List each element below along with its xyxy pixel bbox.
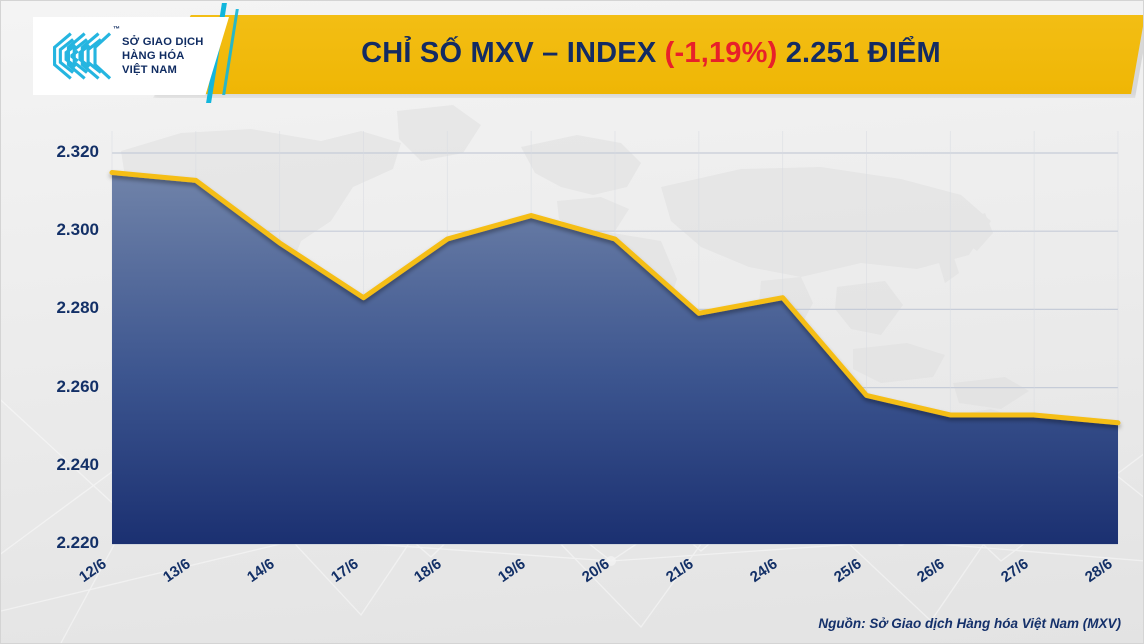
y-axis-tick-label: 2.220 bbox=[56, 533, 99, 552]
y-axis-tick-label: 2.280 bbox=[56, 298, 99, 318]
source-attribution: Nguồn: Sở Giao dịch Hàng hóa Việt Nam (M… bbox=[818, 616, 1121, 631]
y-axis-tick-label: 2.240 bbox=[56, 454, 99, 474]
y-axis-tick-label: 2.320 bbox=[56, 142, 99, 161]
series-line bbox=[109, 170, 1121, 426]
logo-line-3: VIỆT NAM bbox=[122, 64, 178, 77]
mxv-index-area-chart bbox=[109, 131, 1121, 545]
title-points: 2.251 ĐIỂM bbox=[777, 37, 941, 69]
title-main: CHỈ SỐ MXV – INDEX bbox=[361, 37, 665, 69]
mxv-maze-logo-icon bbox=[53, 32, 112, 80]
y-axis-tick-label: 2.260 bbox=[56, 376, 99, 396]
logo-text-block: ™ SỞ GIAO DỊCH HÀNG HÓA VIỆT NAM bbox=[113, 26, 204, 78]
trademark-symbol: ™ bbox=[113, 25, 121, 33]
logo-line-2: HÀNG HÓA bbox=[122, 49, 185, 62]
page-title: CHỈ SỐ MXV – INDEX (-1,19%) 2.251 ĐIỂM bbox=[301, 37, 1001, 70]
y-axis-tick-label: 2.300 bbox=[56, 220, 99, 240]
logo-card: ™ SỞ GIAO DỊCH HÀNG HÓA VIỆT NAM bbox=[33, 17, 229, 95]
logo-line-1: SỞ GIAO DỊCH bbox=[122, 35, 204, 48]
title-percent-change: (-1,19%) bbox=[664, 37, 778, 69]
chart-area: 2.320 2.300 2.280 2.260 2.240 2.220 12/6 13/6 1… bbox=[1, 105, 1143, 605]
area-fill bbox=[112, 172, 1118, 545]
